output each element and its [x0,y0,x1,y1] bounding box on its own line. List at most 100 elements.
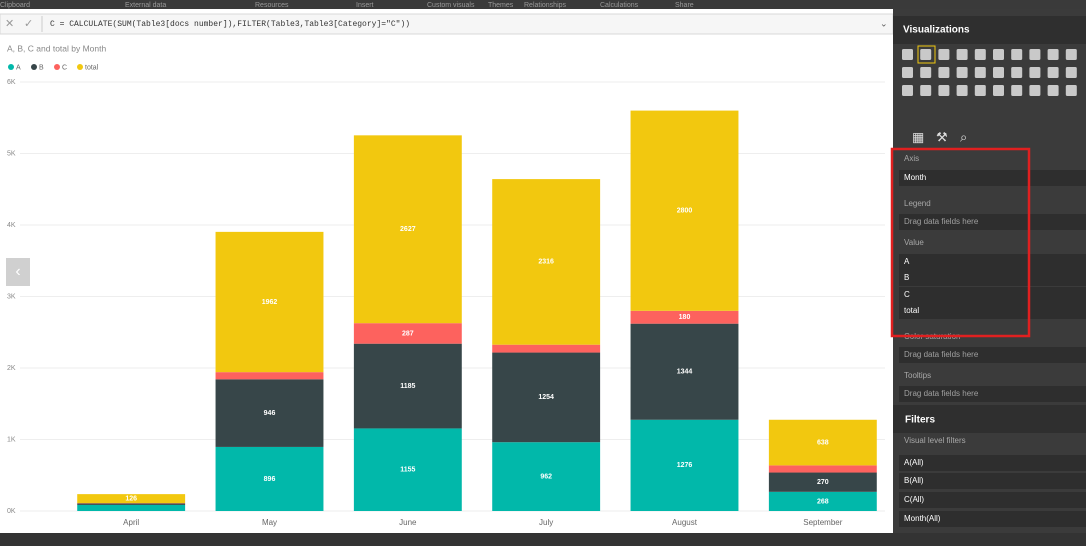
viz-icon[interactable] [993,67,1004,78]
data-label: 2800 [677,208,693,215]
bar-segment [768,491,877,511]
viz-icon[interactable] [993,49,1004,60]
data-label: 946 [264,410,276,417]
filter-item-box[interactable] [899,492,1086,508]
ribbon-group: Resources [255,2,289,9]
viz-icon[interactable] [993,85,1004,96]
bar-segment [630,110,739,311]
bar-segment [215,446,324,511]
chart-title: A, B, C and total by Month [7,43,106,53]
viz-icon[interactable] [902,49,913,60]
viz-icon[interactable] [920,67,932,78]
viz-icon[interactable] [1011,85,1023,96]
viz-icon[interactable] [956,85,968,96]
y-tick-label: 3K [7,293,16,300]
x-tick-label: July [539,518,553,527]
viz-icon[interactable] [1065,67,1077,78]
bar-segment [353,135,462,324]
ribbon-group: Calculations [600,2,639,9]
viz-icon[interactable] [1029,85,1041,96]
section-label: Tooltips [904,371,931,380]
y-tick-label: 1K [7,436,16,443]
filter-item: Month(All) [904,514,941,523]
viz-icon[interactable] [938,67,950,78]
nav-left-icon[interactable]: ‹ [15,263,20,280]
ribbon-group: Insert [356,2,374,9]
viz-icon[interactable] [920,49,932,60]
commit-icon[interactable]: ✓ [24,18,33,30]
placeholder-box[interactable] [899,214,1086,230]
data-label: 180 [679,314,691,321]
data-label: 896 [264,476,276,483]
section-label: Value [904,238,924,247]
filter-item: C(All) [904,495,924,504]
viz-icon[interactable] [1047,49,1059,60]
y-tick-label: 0K [7,508,16,515]
fields-tab[interactable]: ▦ [912,129,924,144]
filters-title: Filters [905,415,935,426]
viz-icon[interactable] [902,85,913,96]
viz-icon[interactable] [1029,49,1041,60]
expand-chevron[interactable]: ⌄ [880,18,888,28]
ribbon-group: Clipboard [0,2,30,9]
placeholder-box[interactable] [899,347,1086,363]
viz-icon[interactable] [920,85,932,96]
nav-left[interactable] [6,258,30,286]
field: C [904,290,910,299]
field: B [904,273,909,282]
field-box[interactable] [899,170,1086,186]
data-label: 270 [817,479,829,486]
viz-icon[interactable] [902,67,913,78]
y-tick-label: 6K [7,79,16,86]
placeholder: Drag data fields here [904,389,979,398]
field: total [904,306,919,315]
viz-icon[interactable] [1011,67,1023,78]
data-label: 1185 [400,383,415,390]
viz-icon[interactable] [974,85,986,96]
analytics-tab[interactable]: ⌕ [960,129,967,144]
formula-text[interactable]: C = CALCULATE(SUM(Table3[docs number]),F… [50,20,410,29]
viz-icon[interactable] [1047,67,1059,78]
cancel-icon[interactable]: ✕ [5,18,14,30]
bar-segment [768,419,877,466]
x-tick-label: May [262,518,277,527]
data-label: 1254 [538,394,554,401]
viz-icon[interactable] [1047,85,1059,96]
data-label: 268 [817,498,829,505]
viz-icon[interactable] [938,49,950,60]
filter-item-box[interactable] [899,473,1086,489]
legend-label: B [39,64,44,71]
bar-segment [492,442,601,511]
field: A [904,257,910,266]
viz-icon[interactable] [1065,85,1077,96]
bar-segment [215,231,324,373]
filter-item-box[interactable] [899,455,1086,471]
ribbon-group: Themes [488,2,514,9]
viz-icon[interactable] [1029,67,1041,78]
ribbon [0,0,1086,9]
viz-icon[interactable] [974,67,986,78]
legend-label: total [85,64,99,71]
field-box[interactable] [899,303,1086,319]
section-label: Axis [904,154,919,163]
filter-item-box[interactable] [899,511,1086,527]
field: Month [904,173,926,182]
viz-icon[interactable] [956,67,968,78]
legend-dot [77,64,83,70]
placeholder-box[interactable] [899,386,1086,402]
format-tab[interactable]: ⚒ [936,129,948,144]
field-box[interactable] [899,254,1086,270]
field-box[interactable] [899,270,1086,286]
viz-icon[interactable] [938,85,950,96]
viz-icon[interactable] [974,49,986,60]
ribbon-group: External data [125,2,166,9]
viz-icon[interactable] [1011,49,1023,60]
legend-label: A [16,64,21,71]
viz-icon[interactable] [1065,49,1077,60]
bar-segment [630,310,739,324]
placeholder: Drag data fields here [904,217,979,226]
field-box[interactable] [899,287,1086,303]
section-label: Visual level filters [904,436,966,445]
viz-icon[interactable] [956,49,968,60]
viz-icon-selected [917,45,936,64]
